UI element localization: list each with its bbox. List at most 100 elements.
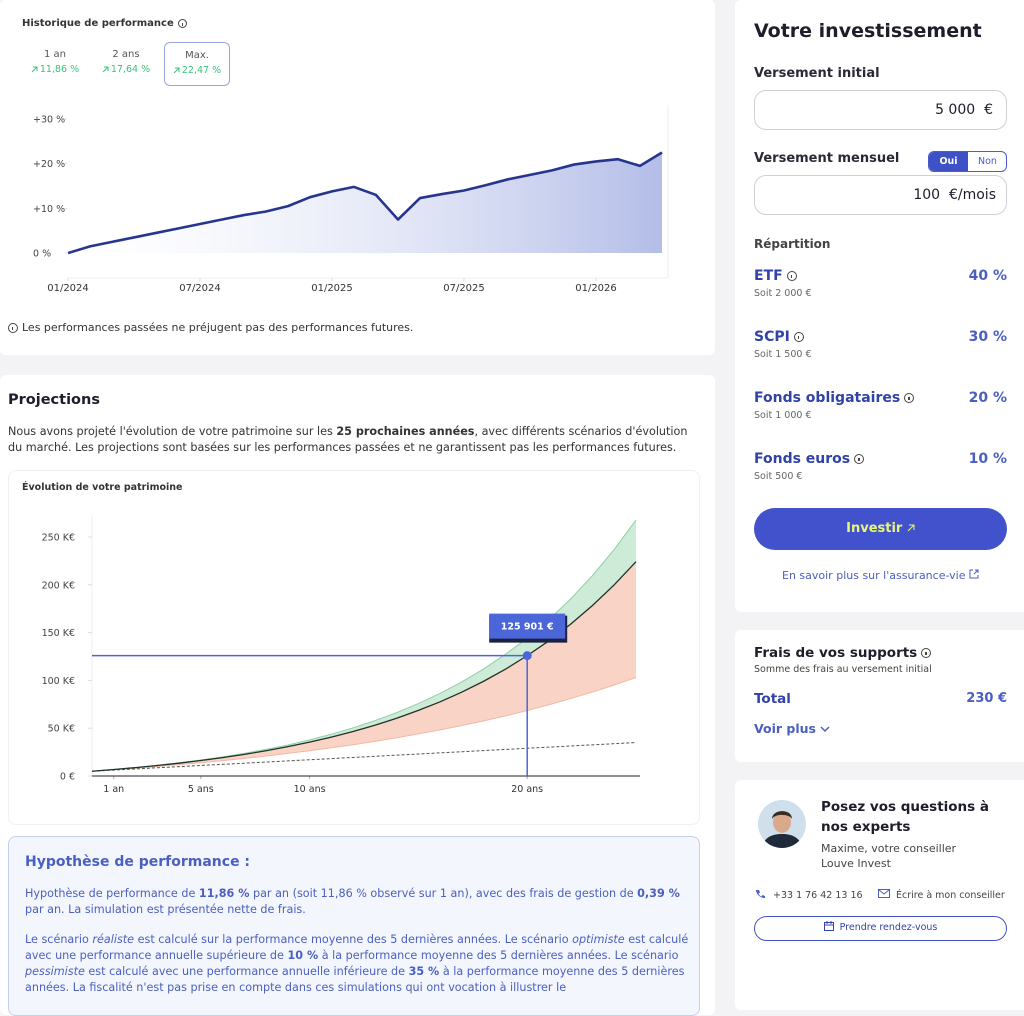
projections-title: Projections [8, 392, 100, 408]
total-label: Total [754, 691, 791, 707]
appointment-button[interactable]: Prendre rendez-vous [754, 916, 1007, 941]
band-pessimistic [92, 561, 636, 772]
x-tick-label: 1 an [103, 784, 124, 795]
text: Hypothèse de performance de [25, 887, 199, 900]
input-unit: € [984, 102, 993, 118]
hypothesis-box [8, 836, 700, 1016]
tab-change: 17,64 % [110, 64, 151, 75]
text-italic: réaliste [92, 933, 135, 946]
initial-input[interactable]: 5 000 € [754, 90, 1007, 130]
x-tick-label: 07/2024 [179, 283, 221, 294]
allocation-share: 30 % [968, 329, 1007, 345]
text-italic: pessimiste [25, 965, 85, 978]
investment-title: Votre investissement [754, 20, 982, 42]
allocation-share: 20 % [968, 390, 1007, 406]
text-bold: 25 prochaines années [336, 425, 475, 438]
text-bold: 10 % [287, 949, 319, 962]
area [68, 152, 662, 254]
text: par an. La simulation est présentée nett… [25, 903, 306, 916]
x-tick-label: 07/2025 [443, 283, 485, 294]
hypothesis-p1: Hypothèse de performance de 11,86 % par … [25, 886, 690, 918]
text: à la performance moyenne des 5 dernières… [318, 949, 679, 962]
allocation-amount: Soit 1 500 € [754, 349, 812, 360]
x-tick-label: 20 ans [511, 784, 543, 795]
tooltip [489, 613, 566, 639]
text: est calculé sur la performance moyenne d… [134, 933, 573, 946]
name-text: Fonds obligataires [754, 390, 901, 406]
x-tick-label: 01/2026 [575, 283, 617, 294]
fees-card [735, 630, 1024, 762]
line-contributions [91, 742, 637, 772]
avatar [758, 800, 806, 848]
line [67, 151, 663, 255]
band-optimistic [92, 519, 636, 772]
text-bold: 0,39 % [637, 887, 680, 900]
y-tick-label: 100 K€ [42, 676, 75, 687]
monthly-input[interactable]: 100 €/mois [754, 175, 1007, 215]
x-tick-label: 01/2025 [311, 283, 353, 294]
hypothesis-title: Hypothèse de performance : [25, 854, 251, 870]
see-more-text: Voir plus [754, 721, 816, 736]
text: Le scénario [25, 933, 93, 946]
allocation-share: 40 % [968, 268, 1007, 284]
advisor: Maxime, votre conseiller [821, 842, 957, 855]
input-unit: €/mois [948, 187, 996, 203]
chart-title: Évolution de votre patrimoine [22, 482, 183, 493]
company: Louve Invest [821, 857, 891, 870]
text-bold: 11,86 % [198, 887, 250, 900]
toggle-on[interactable]: Oui [929, 152, 968, 171]
allocation-amount: Soit 500 € [754, 471, 803, 482]
phone[interactable]: +33 1 76 42 13 16 [755, 889, 863, 901]
disclaimer-text: Les performances passées ne préjugent pa… [22, 321, 414, 334]
projection-chart: 0 € 50 K€ 100 K€ 150 K€ 200 K€ 250 K€ 1 an 5 an… [42, 515, 640, 795]
phone-text: +33 1 76 42 13 16 [773, 890, 863, 901]
text: à la performance moyenne des 5 dernières… [25, 965, 685, 994]
input-value: 100 [913, 187, 941, 203]
button-text: Investir [846, 521, 903, 536]
tab-label: Max. [185, 50, 209, 61]
y-tick-label: 0 € [60, 772, 75, 783]
y-tick-label: +30 % [33, 114, 65, 125]
see-more[interactable]: Voir plus [754, 721, 830, 736]
fees-title-text: Frais de vos supports [754, 645, 918, 661]
toggle-off[interactable]: Non [978, 156, 997, 167]
disclaimer: Les performances passées ne préjugent pa… [8, 321, 413, 334]
allocation-amount: Soit 1 000 € [754, 410, 812, 421]
tab-label: 2 ans [112, 49, 140, 60]
x-tick-label: 01/2024 [47, 283, 89, 294]
performance-chart: 0 % +10 % +20 % +30 % 01/2024 07/2024 01/2025 0… [33, 105, 669, 294]
fees-subtitle: Somme des frais au versement initial [754, 664, 932, 675]
text: , avec différents scénarios d'évolution … [8, 425, 688, 454]
line-realistic [91, 561, 637, 772]
hypothesis-p2: Le scénario réaliste est calculé sur la … [25, 932, 690, 996]
line-pessimistic [91, 677, 637, 772]
insurance-link[interactable]: En savoir plus sur l'assurance-vie [754, 569, 1007, 582]
write[interactable]: Écrire à mon conseiller [878, 889, 1005, 901]
tab-active[interactable]: Max. 22,47 % [164, 42, 230, 86]
text: Nous avons projeté l'évolution de votre … [8, 425, 337, 438]
tab[interactable]: 1 an 11,86 % [23, 49, 87, 75]
y-tick-label: 150 K€ [42, 628, 75, 639]
invest-button[interactable]: Investir [754, 508, 1007, 550]
text-bold: 35 % [408, 965, 440, 978]
y-tick-label: +10 % [33, 204, 65, 215]
perf-title-text: Historique de performance [22, 18, 174, 29]
button-text: Prendre rendez-vous [839, 922, 938, 933]
allocation-name: SCPI [754, 329, 804, 345]
tab[interactable]: 2 ans 17,64 % [94, 49, 158, 75]
contact-title: Posez vos questions à nos experts [821, 799, 990, 835]
perf-title: Historique de performance [22, 18, 187, 29]
text-italic: optimiste [572, 933, 625, 946]
input-value: 5 000 [935, 102, 976, 118]
y-tick-label: 0 % [33, 249, 51, 260]
projections-intro: Nous avons projeté l'évolution de votre … [8, 424, 703, 456]
allocation-name: Fonds obligataires [754, 390, 915, 406]
chart-frame [8, 470, 700, 825]
x-tick-label: 5 ans [188, 784, 214, 795]
text: est calculé avec une performance annuell… [84, 965, 409, 978]
name-text: SCPI [754, 329, 790, 345]
fees-title: Frais de vos supports [754, 645, 932, 661]
name-text: Fonds euros [754, 451, 851, 467]
allocation-amount: Soit 2 000 € [754, 288, 812, 299]
total-value: 230 € [966, 691, 1007, 706]
